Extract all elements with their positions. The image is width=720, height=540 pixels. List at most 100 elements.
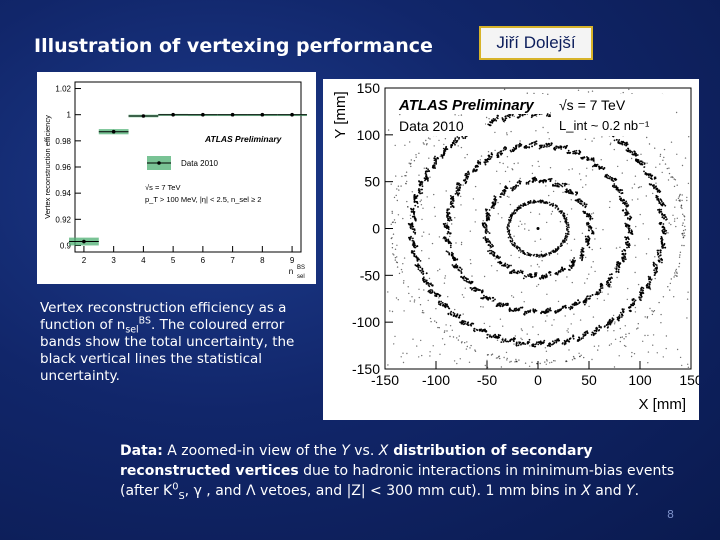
vertex-point xyxy=(414,197,417,200)
vertex-point xyxy=(437,270,439,272)
vertex-point xyxy=(453,313,456,315)
vertex-point xyxy=(591,331,594,334)
vertex-point xyxy=(409,141,411,143)
vertex-point xyxy=(506,228,509,231)
vertex-point xyxy=(435,158,437,160)
eff-point xyxy=(260,112,265,117)
vertex-point xyxy=(545,142,548,145)
vertex-point xyxy=(662,296,665,298)
vertex-point xyxy=(558,183,560,185)
vertex-point xyxy=(566,151,569,154)
vertex-point xyxy=(417,266,420,269)
vertex-point xyxy=(593,164,595,167)
vertex-point xyxy=(641,163,644,166)
vertex-point xyxy=(591,140,593,142)
vertex-point xyxy=(578,339,580,341)
vertex-point xyxy=(419,266,422,269)
map-ytick-label: 150 xyxy=(357,80,381,96)
vertex-point xyxy=(535,143,538,145)
vertex-point xyxy=(544,145,546,148)
vertex-point xyxy=(582,300,585,303)
vertex-point xyxy=(621,253,624,256)
vertex-point xyxy=(468,280,471,283)
vertex-point xyxy=(542,311,545,314)
vertex-point xyxy=(410,235,412,238)
vertex-point xyxy=(456,337,458,339)
vertex-point xyxy=(657,256,660,258)
vertex-point xyxy=(496,254,499,257)
vertex-point xyxy=(653,265,656,267)
vertex-point xyxy=(496,305,498,307)
vertex-point xyxy=(621,192,624,194)
vertex-point xyxy=(614,321,616,323)
vertex-point xyxy=(422,273,424,276)
vertex-point xyxy=(418,188,420,190)
vertex-point xyxy=(387,364,389,366)
vertex-point xyxy=(514,242,516,245)
vertex-point xyxy=(570,267,573,269)
vertex-point xyxy=(560,184,563,187)
vertex-point xyxy=(626,143,629,146)
vertex-point xyxy=(509,203,512,206)
vertex-point xyxy=(455,190,458,192)
vertex-point xyxy=(444,302,446,305)
vertex-point xyxy=(491,353,494,355)
vertex-point xyxy=(506,357,508,360)
vertex-point xyxy=(546,113,549,116)
vertex-point xyxy=(573,257,575,259)
vertex-point xyxy=(415,154,417,156)
vertex-point xyxy=(489,124,492,127)
vertex-point xyxy=(505,351,508,354)
vertex-map-panel: -150 -100 -50 0 50 100 150 -150 -100 -50 0 50 100 150… xyxy=(323,79,703,420)
vertex-point xyxy=(533,92,535,95)
vertex-point xyxy=(677,197,680,199)
vertex-point xyxy=(444,343,446,346)
vertex-point xyxy=(392,233,395,235)
vertex-point xyxy=(450,310,453,313)
vertex-point xyxy=(618,317,621,320)
vertex-point xyxy=(393,196,396,199)
vertex-point xyxy=(669,282,671,285)
vertex-point xyxy=(551,210,554,213)
eff-xlabel: n xyxy=(289,267,293,276)
vertex-point xyxy=(465,280,468,283)
vertex-point xyxy=(639,291,641,293)
vertex-point xyxy=(418,296,420,299)
vertex-point xyxy=(530,273,532,276)
vertex-point xyxy=(667,286,669,288)
vertex-point xyxy=(456,136,459,138)
vertex-point xyxy=(584,138,587,140)
vertex-point xyxy=(590,266,593,268)
vertex-point xyxy=(634,271,636,274)
vertex-point xyxy=(435,160,438,162)
vertex-point xyxy=(595,227,597,230)
vertex-point xyxy=(511,168,513,170)
vertex-point xyxy=(643,163,646,165)
vertex-point xyxy=(454,308,456,311)
vertex-point xyxy=(567,222,569,224)
vertex-point xyxy=(659,163,661,165)
vertex-point xyxy=(534,180,537,182)
vertex-point xyxy=(540,253,543,256)
vertex-point xyxy=(541,260,543,262)
vertex-point xyxy=(489,247,491,249)
vertex-point xyxy=(496,303,499,306)
vertex-point xyxy=(521,338,523,341)
vertex-point xyxy=(655,194,658,197)
vertex-point xyxy=(631,302,634,305)
vertex-point xyxy=(549,345,551,348)
vertex-point xyxy=(414,244,416,247)
vertex-point xyxy=(669,289,671,291)
vertex-point xyxy=(682,234,684,236)
vertex-point xyxy=(676,348,679,351)
vertex-point xyxy=(678,256,681,258)
vertex-point xyxy=(519,145,522,147)
vertex-point xyxy=(466,173,469,176)
vertex-point xyxy=(562,342,564,344)
vertex-point xyxy=(591,90,594,92)
vertex-point xyxy=(587,297,590,300)
vertex-point xyxy=(487,299,489,301)
vertex-point xyxy=(482,297,484,300)
vertex-point xyxy=(583,303,586,306)
vertex-point xyxy=(504,264,507,267)
